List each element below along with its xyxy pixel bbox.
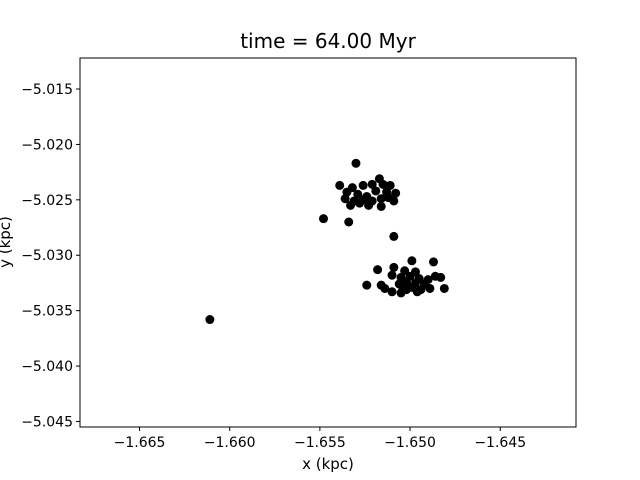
- y-tick-label: −5.020: [21, 137, 73, 153]
- data-point: [362, 280, 372, 290]
- data-point: [401, 285, 411, 295]
- data-point: [400, 266, 410, 276]
- data-point: [351, 158, 361, 168]
- data-point: [376, 194, 386, 204]
- x-tick-label: −1.650: [384, 435, 436, 451]
- data-point: [389, 231, 399, 241]
- data-point: [346, 200, 356, 210]
- data-point: [367, 179, 377, 189]
- data-point: [205, 315, 215, 325]
- ticks-layer: −1.665 −1.660 −1.655 −1.650 −1.645 −5.015 −5.0…: [21, 82, 526, 451]
- data-point: [407, 256, 417, 266]
- data-point: [358, 180, 368, 190]
- data-point: [439, 283, 449, 293]
- data-point: [391, 188, 401, 198]
- data-point: [353, 189, 363, 199]
- data-point: [340, 194, 350, 204]
- y-axis-label: y (kpc): [0, 216, 14, 268]
- data-point: [335, 180, 345, 190]
- data-point: [378, 179, 388, 189]
- x-tick-label: −1.645: [474, 435, 526, 451]
- y-tick-label: −5.035: [21, 304, 73, 320]
- data-point: [436, 272, 446, 282]
- data-point: [429, 257, 439, 267]
- data-point: [364, 200, 374, 210]
- x-tick-label: −1.665: [114, 435, 166, 451]
- data-point: [387, 270, 397, 280]
- data-point: [389, 262, 399, 272]
- data-point: [387, 287, 397, 297]
- data-point: [376, 201, 386, 211]
- data-point: [373, 265, 383, 275]
- x-tick-label: −1.655: [294, 435, 346, 451]
- data-point: [389, 196, 399, 206]
- y-tick-label: −5.040: [21, 359, 73, 375]
- data-point: [425, 283, 435, 293]
- data-point: [318, 214, 328, 224]
- x-tick-label: −1.660: [204, 435, 256, 451]
- y-tick-label: −5.030: [21, 248, 73, 264]
- data-point: [385, 180, 395, 190]
- y-tick-label: −5.015: [21, 82, 73, 98]
- y-tick-label: −5.045: [21, 414, 73, 430]
- data-point: [355, 198, 365, 208]
- data-point: [371, 186, 381, 196]
- plot-frame: [79, 57, 577, 428]
- x-axis-label: x (kpc): [302, 455, 354, 473]
- data-point: [380, 283, 390, 293]
- data-point: [412, 287, 422, 297]
- y-tick-label: −5.025: [21, 193, 73, 209]
- data-point: [344, 217, 354, 227]
- points-layer: [205, 158, 449, 325]
- chart-title: time = 64.00 Myr: [240, 29, 416, 53]
